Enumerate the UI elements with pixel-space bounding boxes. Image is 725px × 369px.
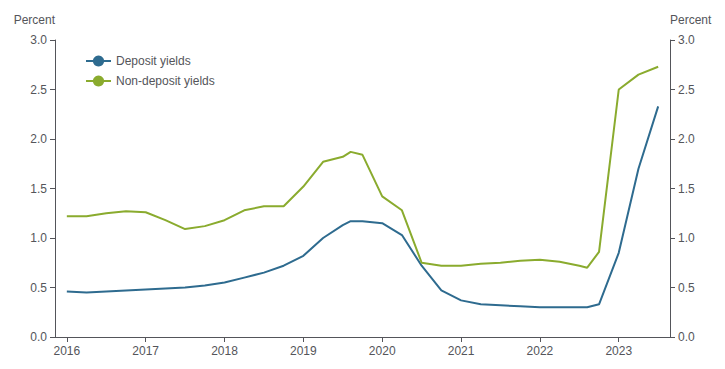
svg-text:2021: 2021 [448, 344, 475, 358]
svg-text:3.0: 3.0 [30, 33, 47, 47]
svg-text:0.0: 0.0 [678, 330, 695, 344]
svg-text:Non-deposit yields: Non-deposit yields [116, 74, 215, 88]
svg-text:1.5: 1.5 [30, 182, 47, 196]
svg-text:2022: 2022 [527, 344, 554, 358]
svg-text:Deposit yields: Deposit yields [116, 54, 191, 68]
svg-text:2018: 2018 [211, 344, 238, 358]
svg-text:Percent: Percent [14, 13, 56, 27]
svg-text:0.5: 0.5 [30, 281, 47, 295]
svg-text:2.5: 2.5 [30, 83, 47, 97]
svg-text:Percent: Percent [670, 13, 712, 27]
svg-text:2019: 2019 [290, 344, 317, 358]
svg-text:2017: 2017 [132, 344, 159, 358]
svg-text:2.0: 2.0 [30, 132, 47, 146]
svg-text:2.0: 2.0 [678, 132, 695, 146]
svg-text:0.0: 0.0 [30, 330, 47, 344]
svg-text:1.0: 1.0 [678, 231, 695, 245]
svg-text:2023: 2023 [605, 344, 632, 358]
svg-text:1.0: 1.0 [30, 231, 47, 245]
svg-text:2.5: 2.5 [678, 83, 695, 97]
svg-text:3.0: 3.0 [678, 33, 695, 47]
svg-text:1.5: 1.5 [678, 182, 695, 196]
svg-text:2016: 2016 [53, 344, 80, 358]
svg-text:2020: 2020 [369, 344, 396, 358]
svg-text:0.5: 0.5 [678, 281, 695, 295]
